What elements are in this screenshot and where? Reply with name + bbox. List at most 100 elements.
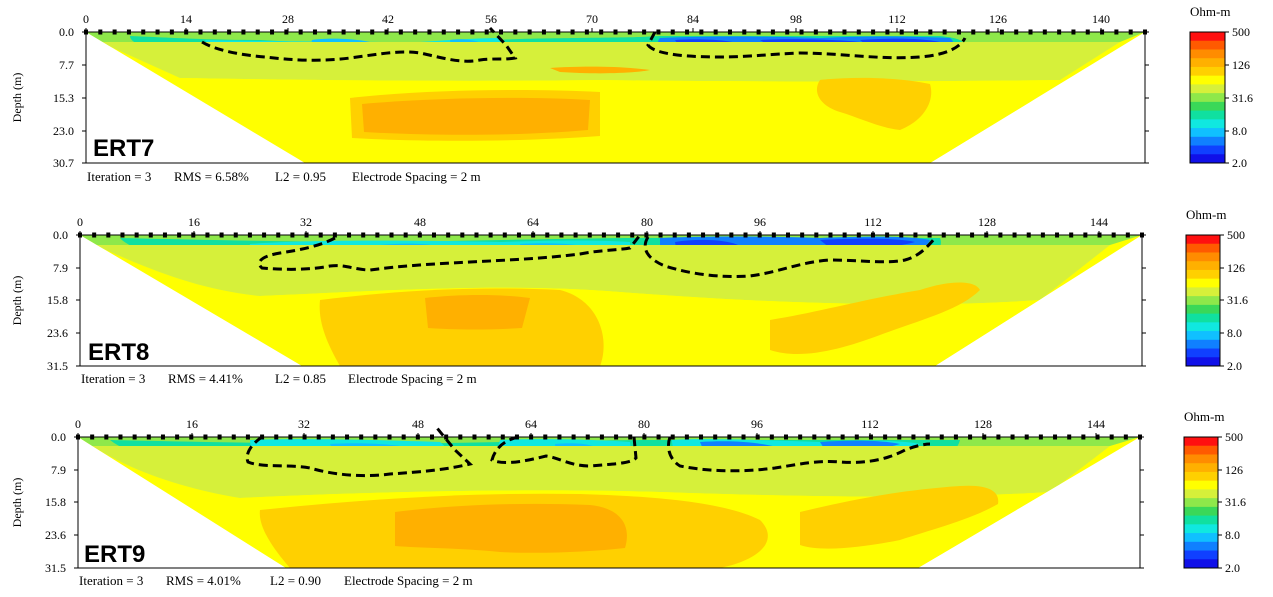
electrode-marker [769,434,774,440]
electrode-marker [644,232,649,238]
y-tick-label: 23.6 [47,326,68,340]
electrode-marker [345,434,350,440]
electrode-marker [298,29,303,35]
electrode-marker [1055,232,1060,238]
y-tick-label: 31.5 [45,561,66,575]
footer-rms: RMS = 4.01% [166,573,241,588]
resistivity-zone [550,66,650,74]
electrode-marker [1097,232,1102,238]
electrode-marker [770,29,775,35]
electrode-marker [227,29,232,35]
colorbar-tick-label: 126 [1225,463,1243,477]
y-axis-title: Depth (m) [10,73,24,123]
electrode-marker [231,434,236,440]
electrode-marker [290,232,295,238]
colorbar-band [1190,128,1225,138]
electrode-marker [1083,232,1088,238]
colorbar-band [1186,304,1220,315]
profile-label: ERT9 [84,541,145,568]
colorbar-band [1190,75,1225,85]
colorbar-band [1184,550,1218,560]
electrode-marker [559,232,564,238]
electrode-marker [614,434,619,440]
electrode-marker [939,434,944,440]
colorbar-band [1186,252,1220,262]
electrode-marker [341,29,346,35]
x-tick-label: 140 [1092,12,1110,26]
colorbar-tick-label: 2.0 [1232,156,1247,170]
resistivity-zone [92,446,1110,498]
x-tick-label: 32 [300,215,312,229]
electrode-marker [727,434,732,440]
electrode-marker [771,232,776,238]
resistivity-zone [95,245,1110,305]
electrode-marker [486,434,491,440]
y-tick-label: 15.8 [47,293,68,307]
electrode-marker [699,434,704,440]
colorbar-band [1184,498,1218,508]
colorbar-tick-label: 2.0 [1225,561,1240,575]
colorbar-unit: Ohm-m [1190,4,1230,19]
y-tick-label: 15.8 [45,495,66,509]
electrode-marker [970,232,975,238]
y-axis-title: Depth (m) [10,276,24,326]
electrode-marker [927,232,932,238]
colorbar-band [1186,357,1220,367]
resistivity-cells [86,32,1145,163]
electrode-marker [1128,29,1133,35]
colorbar-band [1184,454,1218,464]
electrode-marker [169,29,174,35]
resistivity-zone [800,485,999,549]
colorbar: 500 126 31.6 8.0 2.0 Ohm-m [1183,409,1246,575]
electrode-marker [106,232,111,238]
electrode-marker [1042,29,1047,35]
electrode-marker [513,29,518,35]
electrode-marker [370,29,375,35]
electrode-marker [868,434,873,440]
colorbar-band [1184,463,1218,473]
footer-iteration: Iteration = 3 [79,573,143,588]
x-tick-label: 14 [180,12,192,26]
dashed-contour [643,236,937,278]
electrode-row [84,29,1147,35]
footer-l2: L2 = 0.90 [270,573,321,588]
electrode-marker [642,29,647,35]
electrode-marker [1081,434,1086,440]
electrode-marker [217,434,222,440]
y-tick-label: 7.7 [59,58,74,72]
electrode-marker [955,232,960,238]
electrode-marker [247,232,252,238]
resistivity-zone [362,97,590,135]
colorbar-tick-label: 8.0 [1225,528,1240,542]
colorbar-band [1184,471,1218,482]
colorbar-band [1184,524,1218,534]
colorbar-band [1186,348,1220,358]
colorbar: 500 126 31.6 8.0 2.0 Ohm-m [1185,207,1248,373]
electrode-marker [162,232,167,238]
x-tick-label: 112 [864,215,882,229]
colorbar-band [1190,154,1225,164]
electrode-marker [241,29,246,35]
electrode-marker [743,232,748,238]
electrode-marker [672,232,677,238]
x-tick-label: 56 [485,12,497,26]
colorbar-unit: Ohm-m [1186,207,1226,222]
electrode-marker [332,232,337,238]
electrode-marker [914,29,919,35]
electrode-marker [413,29,418,35]
colorbar-band [1186,322,1220,332]
colorbar-band [1186,243,1220,253]
electrode-marker [686,232,691,238]
colorbar-band [1190,119,1225,129]
electrode-marker [1040,232,1045,238]
x-tick-label: 80 [641,215,653,229]
footer-spacing: Electrode Spacing = 2 m [344,573,473,588]
resistivity-cells [78,437,1140,568]
electrode-marker [856,232,861,238]
electrode-marker [871,29,876,35]
colorbar-tick-label: 500 [1232,25,1250,39]
electrode-row [78,232,1144,238]
electrode-marker [1069,232,1074,238]
electrode-marker [670,434,675,440]
x-tick-label: 28 [282,12,294,26]
